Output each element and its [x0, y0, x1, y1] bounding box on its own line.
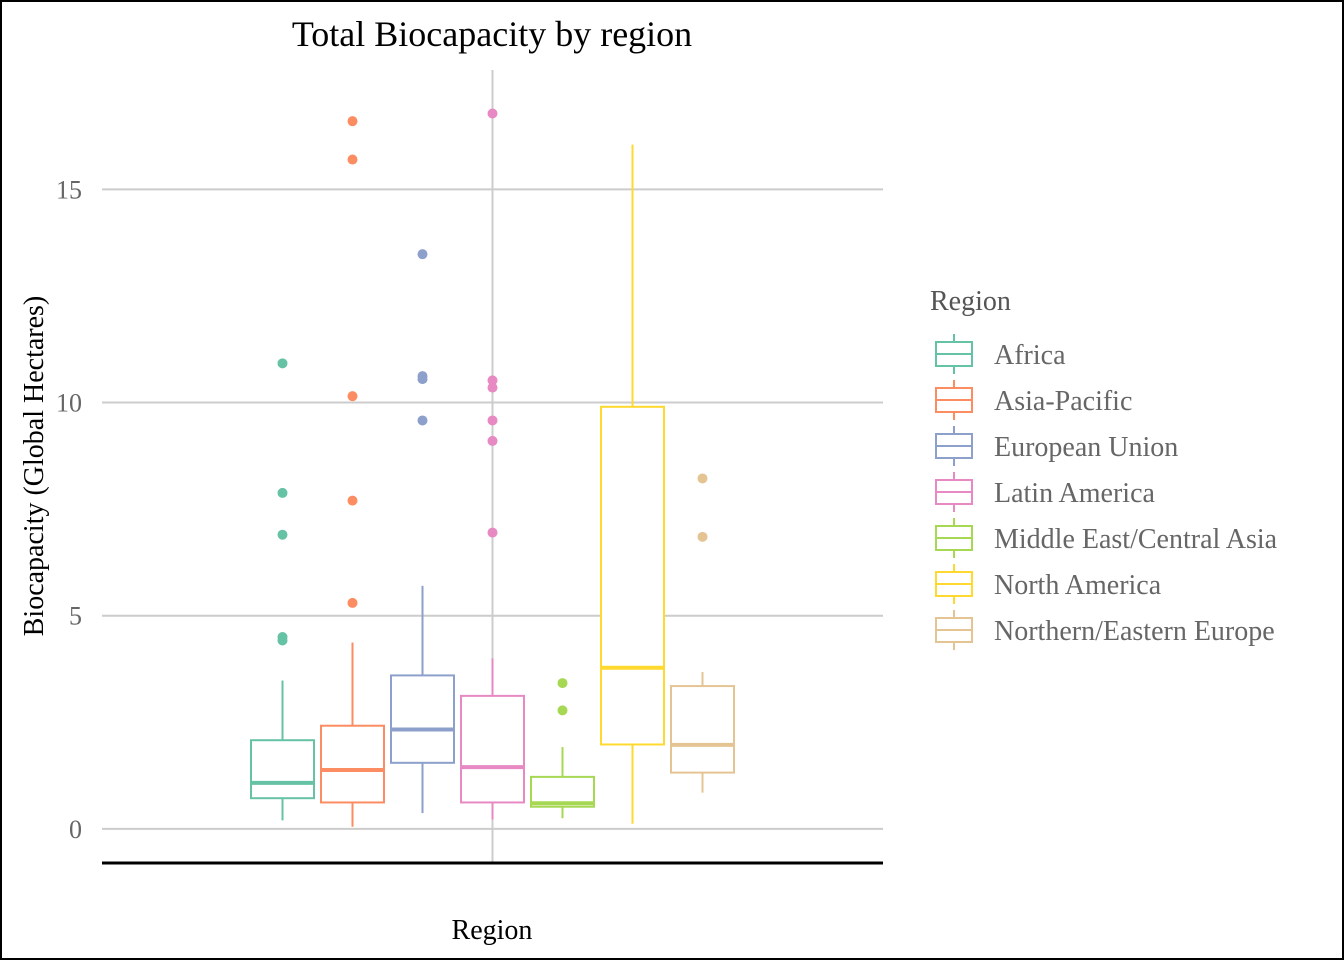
outlier-point [487, 108, 498, 119]
outlier-point [277, 529, 288, 540]
outlier-point [487, 527, 498, 538]
legend-item: North America [935, 564, 1162, 604]
outlier-point [557, 678, 568, 689]
legend-label: Latin America [994, 478, 1156, 509]
outlier-point [417, 371, 428, 382]
legend-label: European Union [994, 432, 1178, 463]
outlier-point [347, 391, 358, 402]
outlier-point [417, 415, 428, 426]
legend-item: Middle East/Central Asia [935, 518, 1278, 558]
outlier-point [697, 531, 708, 542]
y-axis: 0 5 10 15 [56, 175, 82, 844]
outlier-point [347, 154, 358, 165]
box-northern-eastern-europe [670, 473, 735, 793]
outlier-point [487, 382, 498, 393]
outlier-point [557, 705, 568, 716]
outlier-point [417, 249, 428, 260]
box-body [600, 405, 665, 746]
y-tick-label: 5 [69, 602, 82, 631]
legend-item: Africa [935, 334, 1066, 374]
box-body [460, 694, 525, 804]
box-body [250, 739, 315, 800]
boxes [250, 108, 735, 827]
box-body [390, 674, 455, 764]
y-axis-title: Biocapacity (Global Hectares) [19, 296, 50, 637]
box-latin-america [460, 108, 525, 820]
legend-title: Region [930, 286, 1011, 317]
legend-label: North America [994, 570, 1162, 601]
outlier-point [487, 375, 498, 386]
box-body [670, 685, 735, 774]
x-axis-title: Region [452, 915, 533, 946]
outlier-point [347, 116, 358, 127]
chart-title: Total Biocapacity by region [292, 14, 692, 54]
outlier-point [697, 473, 708, 484]
legend-label: Middle East/Central Asia [994, 524, 1278, 555]
legend-item: Asia-Pacific [935, 380, 1132, 420]
outlier-point [347, 597, 358, 608]
y-tick-label: 15 [56, 175, 82, 204]
legend: Region Africa Asia-Pacific European Union L… [930, 286, 1278, 650]
grid-lines [102, 70, 883, 863]
legend-label: Africa [994, 340, 1066, 371]
box-middle-east-central-asia [530, 678, 595, 819]
y-tick-label: 10 [56, 389, 82, 418]
legend-item: Latin America [935, 472, 1156, 512]
legend-item: European Union [935, 426, 1178, 466]
outlier-point [277, 632, 288, 643]
box-body [320, 724, 385, 804]
outlier-point [347, 495, 358, 506]
outlier-point [487, 435, 498, 446]
y-tick-label: 0 [69, 815, 82, 844]
legend-label: Northern/Eastern Europe [994, 616, 1275, 647]
legend-item: Northern/Eastern Europe [935, 610, 1275, 650]
box-africa [250, 358, 315, 821]
box-asia-pacific [320, 116, 385, 827]
outlier-point [277, 487, 288, 498]
outlier-point [277, 358, 288, 369]
box-european-union [390, 249, 455, 814]
outlier-point [487, 415, 498, 426]
box-north-america [600, 144, 665, 824]
legend-label: Asia-Pacific [994, 386, 1132, 417]
